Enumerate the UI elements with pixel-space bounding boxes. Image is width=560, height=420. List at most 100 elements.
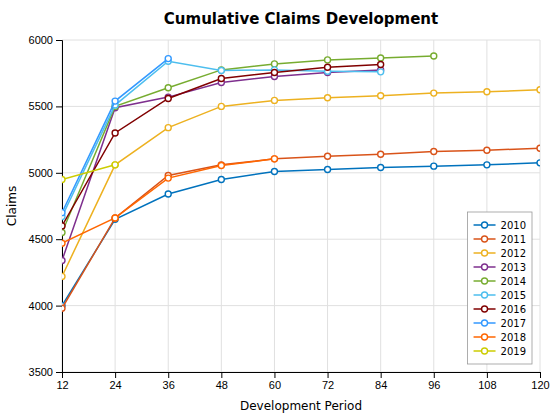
y-tick-label: 6000 [29,34,53,46]
title: Cumulative Claims Development [164,10,438,28]
x-tick-label: 12 [56,379,68,391]
point [62,240,65,246]
point [218,162,224,168]
legend-item: 2016 [474,304,526,315]
point [62,230,65,236]
x-tick-label: 84 [375,379,387,391]
x-grid-line [274,40,275,372]
y-tick-mark [56,239,62,240]
legend-item: 2012 [474,248,526,259]
legend-marker [482,264,488,270]
x-tick-label: 60 [269,379,281,391]
y-tick: 5500 [29,100,62,112]
y-tick-mark [56,173,62,174]
x-tick: 84 [375,372,387,391]
point [112,215,118,221]
y-tick-mark [56,372,62,373]
point [378,62,384,68]
x-tick: 108 [478,372,496,391]
x-tick: 24 [109,372,121,391]
y-tick: 4000 [29,300,62,312]
y-axis: 350040004500500055006000 [29,34,63,378]
point [378,164,384,170]
y-tick: 5000 [29,167,62,179]
y-grid-line [62,172,540,173]
x-tick-mark [168,372,169,378]
legend-item: 2015 [474,290,526,301]
point [62,176,65,182]
point [218,103,224,109]
legend-marker [482,222,488,228]
legend-label: 2017 [501,318,526,329]
x-grid-line [115,40,116,372]
point [271,168,277,174]
legend-marker [482,306,488,312]
point [112,98,118,104]
point [112,215,118,221]
plot-area: 1224364860728496108120350040004500500055… [29,34,550,391]
series-line [62,159,274,243]
point [325,166,331,172]
legend-label: 2016 [501,304,526,315]
y-tick-label: 4500 [29,233,53,245]
point [325,57,331,63]
x-axis-line [63,373,541,379]
x-tick: 12 [56,372,68,391]
x-tick-label: 36 [163,379,175,391]
legend-marker [482,250,488,256]
legend-marker [482,320,488,326]
y-tick-label: 5000 [29,167,53,179]
series [62,62,384,229]
point [431,163,437,169]
point [165,56,171,62]
point [378,93,384,99]
legend-item: 2018 [474,332,526,343]
point [165,175,171,181]
point [431,90,437,96]
point [378,69,384,75]
point [62,223,65,229]
x-axis-title: Development Period [240,399,362,413]
series-line [62,61,381,216]
series [62,58,384,219]
y-axis-title: Claims [5,186,19,226]
y-grid-line [62,40,540,41]
point [62,273,65,279]
legend-item: 2017 [474,318,526,329]
point [165,191,171,197]
legend-frame [468,212,532,364]
x-tick: 48 [216,372,228,391]
x-grid-line [327,40,328,372]
x-tick: 36 [163,372,175,391]
point [325,95,331,101]
point [112,130,118,136]
point [218,176,224,182]
y-tick-label: 5500 [29,100,53,112]
series [62,156,277,246]
x-tick-label: 48 [216,379,228,391]
point [537,145,540,151]
point [325,153,331,159]
x-grid-line [380,40,381,372]
x-tick-label: 96 [428,379,440,391]
legend-item: 2014 [474,276,526,287]
legend: 2010201120122013201420152016201720182019 [468,212,532,364]
x-tick-label: 24 [109,379,121,391]
series-line [62,70,381,261]
x-tick-label: 108 [478,379,496,391]
x-tick: 96 [428,372,440,391]
point [271,156,277,162]
point [62,305,65,311]
legend-label: 2011 [501,234,526,245]
point [218,76,224,82]
legend-label: 2014 [501,276,526,287]
x-tick-label: 72 [322,379,334,391]
y-tick-mark [56,40,62,41]
point [484,89,490,95]
series-line [62,65,381,226]
legend-label: 2018 [501,332,526,343]
y-tick: 4500 [29,233,62,245]
point [431,53,437,59]
legend-marker [482,278,488,284]
legend-marker [482,236,488,242]
